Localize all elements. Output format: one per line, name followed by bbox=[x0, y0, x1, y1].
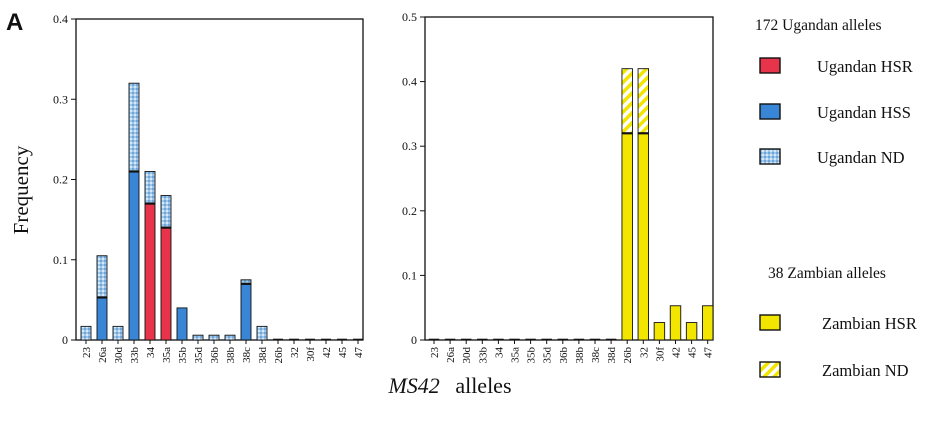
legend-swatch-ugandan-nd bbox=[759, 148, 781, 165]
zambia-bar-30f-zambian-hsr bbox=[653, 322, 666, 341]
zambia-x-tick-label: 38c bbox=[590, 347, 602, 363]
uganda-bar-38b-ugandan-nd bbox=[224, 334, 236, 341]
uganda-x-tick-label: 35b bbox=[177, 347, 189, 364]
legend-label-ugandan-nd: Ugandan ND bbox=[817, 148, 905, 167]
uganda-x-tick-label: 35a bbox=[161, 347, 173, 363]
zambia-x-tick-label: 30f bbox=[654, 347, 666, 362]
uganda-x-tick-label: 26a bbox=[97, 347, 109, 363]
uganda-bar-33b-ugandan-hss bbox=[128, 171, 140, 341]
uganda-x-tick-label: 30d bbox=[113, 347, 125, 364]
zambia-x-tick-label: 42 bbox=[671, 347, 683, 358]
legend-zambia-header: 38 Zambian alleles bbox=[768, 265, 886, 282]
uganda-bar-26a-ugandan-hss bbox=[96, 297, 108, 341]
zambia-plot-frame bbox=[424, 16, 714, 341]
uganda-x-tick-label: 30f bbox=[305, 347, 317, 362]
uganda-bar-35a-ugandan-hsr bbox=[160, 227, 172, 341]
uganda-x-tick-label: 36b bbox=[209, 347, 221, 364]
uganda-y-tick-label: 0.1 bbox=[53, 253, 68, 267]
y-axis-label: Frequency bbox=[9, 145, 33, 234]
uganda-x-tick-label: 38c bbox=[241, 347, 253, 363]
uganda-x-tick-label: 47 bbox=[353, 347, 365, 359]
uganda-x-tick-label: 26b bbox=[273, 347, 285, 364]
zambia-bar-26b-zambian-nd bbox=[621, 68, 633, 134]
zambia-y-tick-label: 0.5 bbox=[402, 10, 417, 24]
zambia-x-tick-label: 26a bbox=[445, 347, 457, 363]
uganda-bar-38c-ugandan-hss bbox=[240, 283, 252, 341]
zambia-x-tick-label: 38b bbox=[574, 347, 586, 364]
uganda-bar-30d-ugandan-nd bbox=[112, 325, 124, 341]
uganda-x-tick-label: 34 bbox=[145, 347, 157, 359]
uganda-x-tick-label: 32 bbox=[289, 347, 301, 358]
x-axis-label: MS42 alleles bbox=[387, 373, 511, 398]
legend-swatch-zambian-nd bbox=[759, 361, 781, 378]
uganda-y-tick-label: 0.2 bbox=[53, 173, 68, 187]
legend-label-ugandan-hsr: Ugandan HSR bbox=[817, 57, 913, 76]
zambia-x-tick-label: 23 bbox=[429, 347, 441, 359]
zambia-x-tick-label: 34 bbox=[493, 347, 505, 359]
uganda-bar-35d-ugandan-nd bbox=[192, 334, 204, 341]
zambia-x-tick-label: 35a bbox=[510, 347, 522, 363]
uganda-x-tick-label: 45 bbox=[337, 347, 349, 359]
legend-swatch-ugandan-hsr bbox=[759, 57, 781, 74]
zambia-x-tick-label: 32 bbox=[638, 347, 650, 358]
uganda-y-tick-label: 0 bbox=[62, 333, 68, 347]
zambia-y-tick-label: 0.2 bbox=[402, 204, 417, 218]
uganda-bar-34-ugandan-hsr bbox=[144, 203, 156, 341]
zambia-x-tick-label: 35d bbox=[542, 347, 554, 364]
zambia-x-tick-label: 33b bbox=[477, 347, 489, 364]
legend-swatch-zambian-hsr bbox=[759, 314, 781, 331]
zambia-bar-26b-zambian-hsr bbox=[621, 132, 633, 341]
zambia-chart: 0 0.1 0.2 0.3 0.4 0.5 23 26a 30d 33b 34 35a 35b 35d 36… bbox=[402, 10, 715, 364]
zambia-x-tick-label: 26b bbox=[622, 347, 634, 364]
legend-swatch-ugandan-hss bbox=[759, 103, 781, 120]
zambia-x-tick-label: 35b bbox=[526, 347, 538, 364]
zambia-y-tick-label: 0.4 bbox=[402, 75, 417, 89]
uganda-bar-23-ugandan-nd bbox=[80, 325, 92, 341]
uganda-x-tick-label: 33b bbox=[129, 347, 141, 364]
uganda-bar-35b-ugandan-hss bbox=[176, 307, 188, 341]
uganda-x-tick-label: 38b bbox=[225, 347, 237, 364]
zambia-x-tick-label: 45 bbox=[687, 347, 699, 359]
uganda-bar-26a-ugandan-nd bbox=[96, 255, 108, 298]
uganda-bar-35a-ugandan-nd bbox=[160, 195, 172, 229]
uganda-plot-frame bbox=[75, 18, 364, 341]
uganda-bar-36b-ugandan-nd bbox=[208, 334, 220, 341]
zambia-bar-45-zambian-hsr bbox=[685, 322, 698, 341]
zambia-x-tick-label: 47 bbox=[703, 347, 715, 359]
uganda-x-tick-label: 35d bbox=[193, 347, 205, 364]
uganda-x-tick-label: 38d bbox=[257, 347, 269, 364]
zambia-bar-42-zambian-hsr bbox=[669, 305, 682, 341]
legend-label-zambian-nd: Zambian ND bbox=[822, 361, 909, 380]
zambia-y-tick-label: 0.1 bbox=[402, 268, 417, 282]
legend-label-zambian-hsr: Zambian HSR bbox=[822, 314, 917, 333]
legend-label-ugandan-hss: Ugandan HSS bbox=[817, 103, 911, 122]
uganda-bar-38d-ugandan-nd bbox=[256, 325, 268, 341]
uganda-bar-34-ugandan-nd bbox=[144, 171, 156, 205]
zambia-bar-47-zambian-hsr bbox=[702, 305, 714, 341]
x-axis-label-italic: MS42 bbox=[387, 373, 439, 398]
zambia-x-tick-label: 30d bbox=[461, 347, 473, 364]
zambia-y-tick-label: 0 bbox=[411, 333, 417, 347]
zambia-x-tick-label: 36b bbox=[558, 347, 570, 364]
uganda-chart: 0 0.1 0.2 0.3 0.4 23 26a 30d 33b 34 35a 35b 35d 36b 38… bbox=[53, 12, 365, 364]
uganda-y-tick-label: 0.4 bbox=[53, 12, 68, 26]
zambia-bar-32-zambian-nd bbox=[637, 68, 649, 134]
legend: 172 Ugandan alleles 38 Zambian alleles U… bbox=[755, 17, 917, 380]
legend-uganda-header: 172 Ugandan alleles bbox=[755, 17, 882, 34]
zambia-x-tick-label: 38d bbox=[606, 347, 618, 364]
uganda-x-tick-label: 42 bbox=[321, 347, 333, 358]
uganda-y-tick-label: 0.3 bbox=[53, 92, 68, 106]
x-axis-label-rest: alleles bbox=[455, 373, 511, 398]
uganda-bar-33b-ugandan-nd bbox=[128, 82, 140, 172]
zambia-y-tick-label: 0.3 bbox=[402, 139, 417, 153]
uganda-x-tick-label: 23 bbox=[81, 347, 93, 359]
panel-letter: A bbox=[6, 9, 23, 36]
zambia-bar-32-zambian-hsr bbox=[637, 132, 649, 341]
